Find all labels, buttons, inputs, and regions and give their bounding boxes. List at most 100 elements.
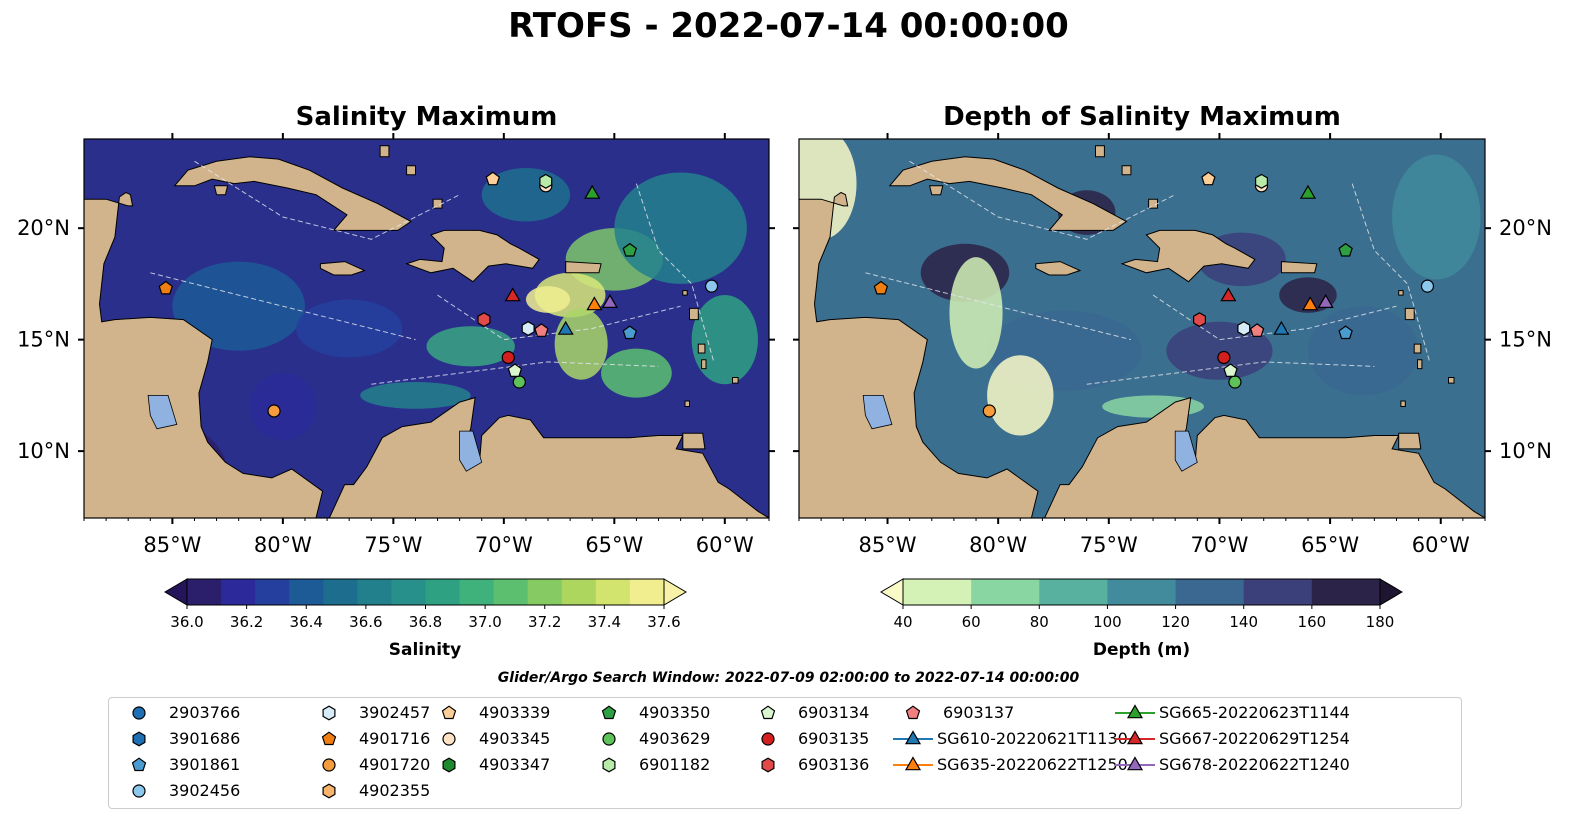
- legend-swatch: [441, 705, 457, 720]
- land: [1035, 261, 1082, 276]
- marker-6903135: [501, 350, 515, 365]
- legend-swatch: [321, 731, 337, 746]
- land: [213, 185, 229, 196]
- lake: [459, 430, 483, 472]
- legend-label: 2903766: [169, 703, 241, 722]
- salinity-colorbar-tick-label: 36.2: [230, 613, 263, 631]
- legend-label: 4902355: [359, 781, 431, 800]
- field-patch: [949, 257, 1003, 369]
- legend-label: SG678-20220622T1240: [1159, 755, 1350, 774]
- marker-SG665-20220623T1144: [1299, 184, 1317, 199]
- depth-colorbar-bin: [1107, 579, 1177, 605]
- salinity-colorbar-tick-label: 36.8: [409, 613, 442, 631]
- marker-4901720: [267, 404, 281, 418]
- legend-label: SG610-20220621T1130: [937, 729, 1128, 748]
- marker-3901861: [1338, 325, 1353, 340]
- legend-label: 4903347: [479, 755, 551, 774]
- legend-marker-icon: [322, 758, 336, 772]
- search-window-caption: Glider/Argo Search Window: 2022-07-09 02…: [497, 670, 1080, 686]
- depth-colorbar-extend-high: [1379, 578, 1403, 606]
- marker-4903629: [1228, 375, 1242, 389]
- lon-tick-label: 60°W: [696, 533, 754, 557]
- depth-colorbar-label: Depth (m): [1092, 640, 1191, 660]
- legend-marker-icon: [442, 732, 456, 746]
- legend-swatch: [1115, 756, 1155, 771]
- legend-marker-icon: [321, 731, 337, 746]
- lon-tick-label: 75°W: [364, 533, 422, 557]
- marker-3901861: [622, 325, 638, 340]
- lon-tick-label: 65°W: [1301, 533, 1359, 557]
- depth-colorbar-bin: [1311, 579, 1381, 605]
- eez-boundary: [371, 361, 659, 385]
- marker-4901716: [158, 280, 173, 295]
- marker-SG635-20220622T1250: [1302, 296, 1319, 311]
- marker-4901720: [982, 404, 996, 418]
- legend-label: 4903339: [479, 703, 551, 722]
- legend-swatch: [132, 706, 146, 720]
- land: [1120, 229, 1256, 283]
- legend-label: 4903629: [639, 729, 711, 748]
- legend-swatch: [131, 757, 147, 772]
- legend-swatch: [905, 705, 921, 720]
- land: [888, 156, 1128, 231]
- legend-marker-icon: [602, 757, 616, 773]
- legend-label: 4901716: [359, 729, 431, 748]
- salinity-colorbar-tick-label: 37.6: [647, 613, 680, 631]
- depth-colorbar-tick-label: 140: [1229, 613, 1258, 631]
- salinity-colorbar-bin: [425, 579, 461, 605]
- legend-label: SG667-20220629T1254: [1159, 729, 1350, 748]
- legend-marker-icon: [442, 757, 456, 773]
- field-patch: [426, 326, 515, 367]
- salinity-colorbar-tick-label: 37.0: [468, 613, 501, 631]
- marker-3902456: [1420, 279, 1435, 293]
- salinity-colorbar-bin: [221, 579, 256, 605]
- legend-marker-icon: [601, 705, 617, 720]
- marker-3902456: [704, 279, 719, 293]
- lon-tick-label: 70°W: [1190, 533, 1248, 557]
- legend: 2903766 3901686 3901861 3902456 3902457 49017…: [108, 697, 1462, 809]
- left-map: 85°W 80°W 75°W 70°W 65°W 60°W 20°N 15°N 10°N: [17, 133, 775, 557]
- marker-6903135: [1217, 350, 1231, 365]
- legend-swatch: [1115, 730, 1155, 745]
- legend-marker-icon: [905, 705, 921, 720]
- legend-label: SG635-20220622T1250: [937, 755, 1128, 774]
- land: [379, 145, 390, 158]
- land: [1148, 198, 1158, 209]
- legend-swatch: [322, 705, 336, 721]
- marker-SG678-20220622T1240: [1317, 294, 1334, 308]
- legend-marker-icon: [904, 756, 922, 771]
- lat-tick-label: 10°N: [17, 439, 70, 463]
- depth-colorbar-tick-label: 80: [1030, 613, 1049, 631]
- legend-swatch: [601, 705, 617, 720]
- legend-swatch: [132, 784, 146, 798]
- marker-4903350: [622, 242, 638, 257]
- right-map-frame: [798, 138, 1486, 519]
- land: [173, 156, 412, 231]
- depth-colorbar-tick-label: 120: [1161, 613, 1190, 631]
- land: [697, 343, 706, 354]
- field-patch: [360, 382, 471, 409]
- legend-label: SG665-20220623T1144: [1159, 703, 1350, 722]
- legend-marker-icon: [1126, 730, 1144, 745]
- land: [1398, 432, 1422, 450]
- land: [328, 396, 769, 518]
- field-patch: [525, 286, 571, 313]
- depth-colorbar-bin: [971, 579, 1040, 605]
- land: [1044, 396, 1485, 518]
- legend-swatch: [761, 757, 775, 773]
- lake: [1174, 430, 1198, 472]
- figure-title: RTOFS - 2022-07-14 00:00:00: [508, 6, 1069, 46]
- marker-SG610-20220621T1130: [557, 320, 574, 335]
- marker-6901182: [1254, 173, 1269, 189]
- land: [565, 261, 602, 274]
- legend-marker-icon: [904, 730, 922, 745]
- legend-label: 6903134: [798, 703, 870, 722]
- salinity-colorbar-bin: [391, 579, 426, 605]
- legend-swatch: [760, 705, 776, 720]
- lon-tick-label: 65°W: [585, 533, 643, 557]
- land: [1448, 377, 1455, 384]
- land: [1417, 359, 1423, 370]
- depth-colorbar-bin: [1243, 579, 1313, 605]
- lon-tick-label: 75°W: [1080, 533, 1138, 557]
- salinity-colorbar-tick-label: 37.2: [528, 613, 561, 631]
